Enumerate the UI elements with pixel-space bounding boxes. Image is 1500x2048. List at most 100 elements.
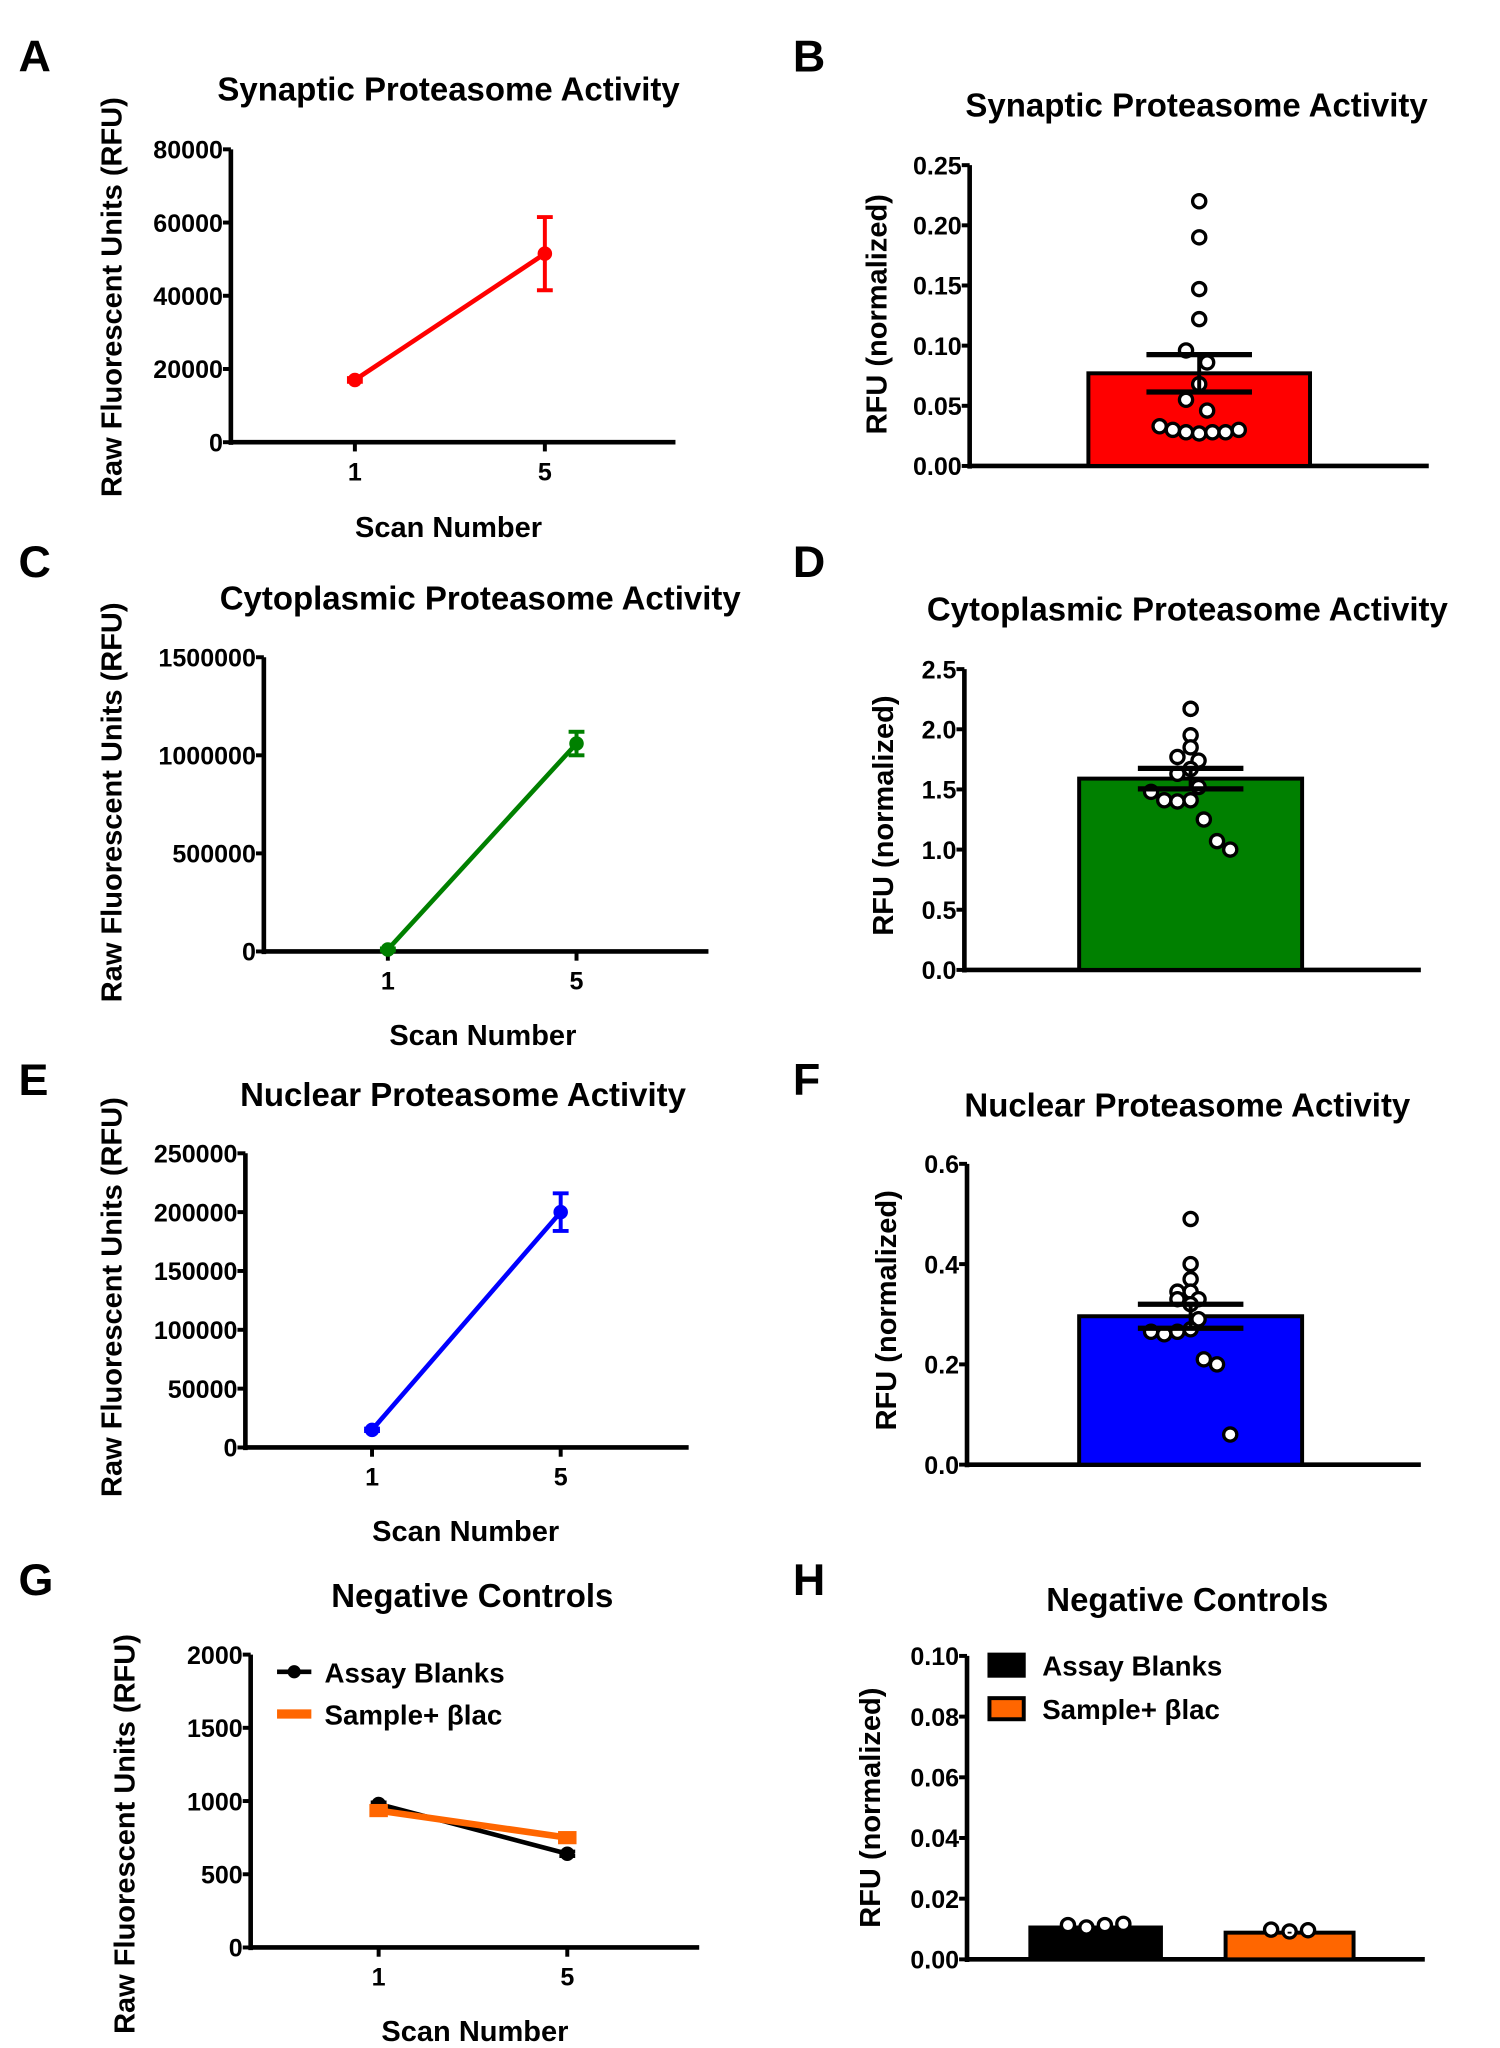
legend-marker	[287, 1665, 301, 1679]
panel-letter: B	[793, 30, 825, 81]
panel-letter: D	[793, 536, 825, 587]
y-tick-label: 0.5	[922, 897, 957, 925]
data-point	[1221, 841, 1239, 858]
chart-title: Cytoplasmic Proteasome Activity	[220, 580, 742, 617]
y-tick-label: 0.0	[924, 1452, 959, 1480]
y-tick-label: 500	[201, 1861, 243, 1889]
y-tick-label: 0	[229, 1935, 243, 1963]
y-tick-label: 0.25	[913, 152, 962, 180]
data-point	[1059, 1916, 1077, 1934]
data-point	[1198, 354, 1216, 371]
data-point	[1230, 421, 1248, 439]
panel-a: A Synaptic Proteasome Activity Raw Fluores…	[18, 30, 680, 544]
panel-g: G Negative Controls Raw Fluorescent Units …	[18, 1554, 700, 2048]
panel-letter: A	[18, 30, 50, 81]
data-point	[1078, 1919, 1095, 1936]
panel-letter: F	[793, 1054, 820, 1105]
x-tick-label: 5	[560, 1964, 574, 1992]
data-point	[1182, 739, 1199, 756]
y-tick-label: 1500	[187, 1715, 243, 1743]
y-tick-label: 2000	[187, 1642, 243, 1670]
y-tick-label: 100000	[154, 1317, 238, 1345]
data-point	[364, 1422, 380, 1438]
chart-title: Negative Controls	[1046, 1581, 1328, 1618]
y-tick-label: 0.02	[910, 1886, 959, 1914]
legend-label: Assay Blanks	[1042, 1651, 1222, 1682]
chart-title: Nuclear Proteasome Activity	[240, 1076, 687, 1113]
x-tick-label: 1	[365, 1464, 379, 1492]
y-tick-label: 250000	[154, 1141, 238, 1169]
data-point	[1299, 1921, 1317, 1939]
x-axis-label: Scan Number	[355, 512, 542, 544]
y-tick-label: 20000	[153, 356, 223, 384]
chart-title: Synaptic Proteasome Activity	[217, 71, 680, 108]
y-tick-label: 60000	[153, 210, 223, 238]
data-point	[1164, 421, 1182, 439]
y-axis-label: Raw Fluorescent Units (RFU)	[110, 1634, 142, 2034]
chart-title: Cytoplasmic Proteasome Activity	[927, 590, 1449, 627]
bar	[1028, 1925, 1163, 1962]
chart-title: Negative Controls	[331, 1577, 613, 1614]
data-point	[1217, 424, 1234, 441]
y-tick-label: 0.0	[922, 957, 957, 985]
legend-label: Assay Blanks	[325, 1657, 505, 1688]
data-point	[1169, 748, 1186, 766]
bar	[1077, 1314, 1305, 1467]
series-line	[370, 1210, 563, 1432]
y-tick-label: 40000	[153, 283, 223, 311]
y-tick-label: 1.5	[922, 777, 957, 805]
data-point	[1177, 391, 1195, 409]
panel-letter: E	[18, 1054, 48, 1105]
y-tick-label: 80000	[153, 137, 223, 165]
data-point	[1204, 424, 1221, 441]
x-tick-label: 1	[381, 968, 395, 996]
data-point	[558, 1831, 577, 1845]
data-point	[369, 1803, 388, 1818]
y-tick-label: 0.15	[913, 273, 962, 301]
panel-f: F Nuclear Proteasome Activity RFU (normali…	[793, 1054, 1421, 1480]
panel-h: H Negative Controls RFU (normalized) 0.00 0.…	[793, 1554, 1425, 1975]
y-tick-label: 0.2	[924, 1352, 959, 1380]
y-tick-label: 1000000	[158, 743, 256, 771]
panel-c: C Cytoplasmic Proteasome Activity Raw Fluo…	[18, 536, 741, 1052]
legend-label: Sample+ βlac	[325, 1700, 503, 1731]
legend-label: Sample+ βlac	[1042, 1694, 1220, 1725]
y-tick-label: 1500000	[158, 644, 256, 672]
bar	[1077, 776, 1305, 972]
y-tick-label: 2.5	[922, 656, 957, 684]
panel-letter: H	[793, 1554, 825, 1605]
series-line	[386, 741, 579, 952]
data-point	[1190, 310, 1208, 328]
y-tick-label: 50000	[168, 1376, 238, 1404]
x-axis-label: Scan Number	[389, 1020, 576, 1052]
x-tick-label: 1	[348, 458, 362, 486]
x-tick-label: 1	[372, 1964, 386, 1992]
data-point	[1182, 1210, 1199, 1228]
y-tick-label: 0.10	[913, 333, 962, 361]
data-point	[1182, 1255, 1199, 1273]
data-point	[380, 942, 396, 957]
data-point	[1156, 792, 1173, 809]
y-axis-label: RFU (normalized)	[862, 194, 894, 434]
data-point	[1195, 1351, 1213, 1368]
y-axis-label: Raw Fluorescent Units (RFU)	[96, 97, 128, 497]
y-tick-label: 0.6	[924, 1151, 959, 1179]
data-point	[1190, 425, 1208, 442]
data-point	[1281, 1923, 1298, 1940]
panel-letter: C	[18, 536, 50, 587]
y-axis-label: RFU (normalized)	[855, 1688, 887, 1928]
data-point	[1096, 1916, 1114, 1934]
y-tick-label: 500000	[172, 841, 256, 869]
series-line	[353, 251, 547, 382]
data-point	[1208, 1356, 1226, 1373]
data-point	[1182, 792, 1199, 809]
series-line	[378, 1807, 568, 1841]
x-axis-label: Scan Number	[381, 2016, 568, 2048]
data-point	[1190, 229, 1208, 246]
y-tick-label: 1.0	[922, 837, 957, 865]
y-tick-label: 0.20	[913, 213, 962, 241]
x-tick-label: 5	[570, 968, 584, 996]
data-point	[1115, 1915, 1132, 1933]
data-point	[553, 1204, 568, 1220]
